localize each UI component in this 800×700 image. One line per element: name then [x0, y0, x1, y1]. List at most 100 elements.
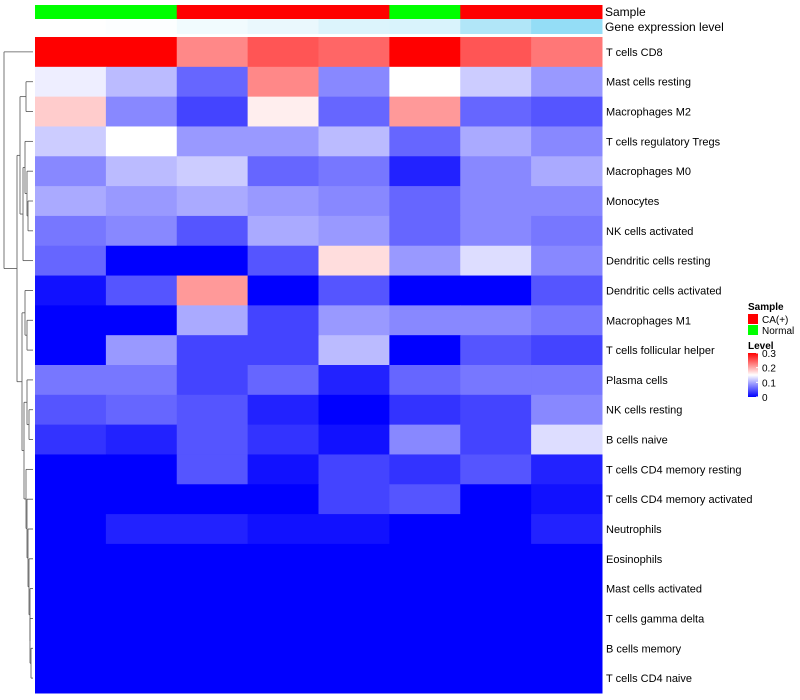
- sample-annotation-cell: [389, 5, 461, 19]
- heatmap-cell: [176, 37, 249, 68]
- heatmap-cell: [531, 633, 603, 664]
- heatmap-cell: [318, 156, 390, 187]
- heatmap-cell: [247, 335, 319, 366]
- heatmap-cell: [35, 543, 107, 575]
- heatmap-cell: [176, 305, 249, 336]
- heatmap-cell: [176, 335, 249, 366]
- heatmap-cell: [389, 156, 461, 187]
- row-label: Macrophages M1: [606, 315, 691, 327]
- heatmap-cell: [105, 215, 178, 247]
- heatmap-cell: [389, 663, 461, 694]
- row-label: T cells regulatory Tregs: [606, 136, 721, 148]
- heatmap-cell: [531, 335, 603, 366]
- heatmap-cell: [531, 484, 603, 515]
- heatmap-cell: [105, 305, 178, 336]
- heatmap-cell: [460, 663, 532, 694]
- heatmap-cell: [531, 275, 603, 306]
- heatmap-cell: [318, 394, 390, 426]
- heatmap-cell: [176, 394, 249, 426]
- heatmap-cell: [105, 37, 178, 68]
- heatmap-cell: [318, 663, 390, 694]
- heatmap-cell: [176, 96, 249, 127]
- row-label: Dendritic cells resting: [606, 256, 711, 268]
- heatmap-cell: [35, 514, 107, 545]
- heatmap-cell: [318, 66, 390, 98]
- heatmap-cell: [105, 543, 178, 575]
- row-label: B cells memory: [606, 643, 682, 655]
- gene-expression-annotation-cell: [35, 19, 107, 34]
- heatmap-cell: [247, 275, 319, 306]
- heatmap-cell: [460, 484, 532, 515]
- heatmap-cell: [531, 514, 603, 545]
- heatmap-cell: [318, 245, 390, 277]
- heatmap-cell: [176, 186, 249, 217]
- heatmap-cell: [247, 96, 319, 127]
- heatmap-cell: [318, 365, 390, 396]
- heatmap-cell: [105, 96, 178, 127]
- heatmap-cell: [247, 215, 319, 247]
- heatmap-cell: [35, 663, 107, 694]
- row-label: NK cells activated: [606, 226, 693, 238]
- heatmap-cell: [389, 454, 461, 485]
- sample-annotation-cell: [105, 5, 178, 19]
- heatmap-cell: [531, 305, 603, 336]
- heatmap-cell: [460, 305, 532, 336]
- heatmap-cell: [35, 215, 107, 247]
- heatmap-cell: [389, 37, 461, 68]
- level-legend-tick-label: 0.2: [762, 364, 776, 375]
- heatmap-cell: [389, 573, 461, 605]
- heatmap-cell: [176, 215, 249, 247]
- heatmap-cell: [531, 156, 603, 187]
- heatmap-cell: [35, 186, 107, 217]
- heatmap-cell: [176, 156, 249, 187]
- heatmap-cell: [105, 365, 178, 396]
- heatmap-cell: [460, 126, 532, 157]
- sample-legend: Sample CA(+)Normal: [748, 302, 794, 337]
- heatmap-cell: [247, 573, 319, 605]
- heatmap-cell: [105, 633, 178, 664]
- heatmap-cell: [531, 543, 603, 575]
- heatmap-cell: [35, 275, 107, 306]
- heatmap-cell: [531, 573, 603, 605]
- heatmap-cell: [35, 424, 107, 455]
- heatmap-cell: [531, 126, 603, 157]
- heatmap-cell: [105, 275, 178, 306]
- heatmap-cell: [389, 335, 461, 366]
- sample-legend-label: CA(+): [762, 315, 788, 326]
- heatmap-cell: [531, 603, 603, 634]
- heatmap-cell: [247, 394, 319, 426]
- heatmap-cell: [531, 186, 603, 217]
- heatmap-cell: [105, 573, 178, 605]
- heatmap-cell: [247, 365, 319, 396]
- heatmap-cell: [318, 514, 390, 545]
- gene-expression-annotation-cell: [247, 19, 319, 34]
- heatmap-cell: [460, 96, 532, 127]
- heatmap-cell: [176, 275, 249, 306]
- heatmap-cell: [247, 454, 319, 485]
- row-label: Eosinophils: [606, 554, 663, 566]
- heatmap-cell: [531, 66, 603, 98]
- sample-legend-swatch: [748, 325, 758, 335]
- heatmap-cell: [35, 335, 107, 366]
- heatmap-cell: [247, 245, 319, 277]
- heatmap-cell: [318, 96, 390, 127]
- sample-legend-label: Normal: [762, 326, 794, 337]
- heatmap-cell: [176, 66, 249, 98]
- row-label: Plasma cells: [606, 375, 668, 387]
- heatmap-cell: [176, 603, 249, 634]
- gene-expression-annotation-cell: [389, 19, 461, 34]
- heatmap-cell: [389, 394, 461, 426]
- level-legend-title: Level: [748, 341, 774, 352]
- annotation-label-sample: Sample: [605, 5, 646, 19]
- row-labels: T cells CD8 Mast cells resting Macrophages…: [606, 47, 753, 685]
- heatmap-cell: [318, 573, 390, 605]
- heatmap-cell: [35, 454, 107, 485]
- row-label: Dendritic cells activated: [606, 285, 722, 297]
- heatmap-cell: [389, 365, 461, 396]
- gene-expression-annotation-cell: [176, 19, 249, 34]
- row-label: T cells follicular helper: [606, 345, 715, 357]
- heatmap-cell: [389, 424, 461, 455]
- heatmap-cell: [531, 365, 603, 396]
- heatmap-cell: [247, 126, 319, 157]
- heatmap-cell: [247, 424, 319, 455]
